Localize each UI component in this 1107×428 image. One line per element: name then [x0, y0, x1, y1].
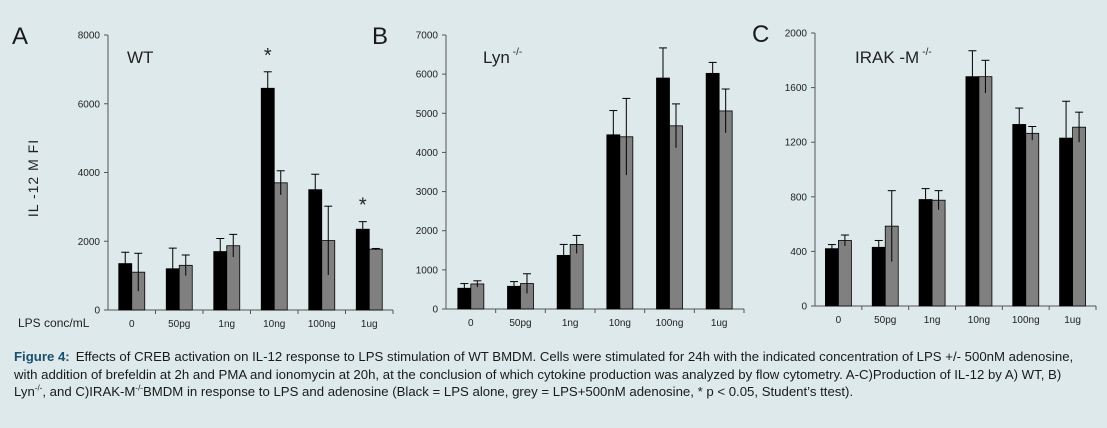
bar-lps-adenosine [470, 283, 485, 310]
caption-text-3: BMDM in response to LPS and adenosine (B… [142, 384, 854, 399]
condition-label: Lyn -/- [483, 47, 522, 67]
caption-label: Figure 4: [14, 349, 70, 364]
bar-lps-alone [308, 189, 323, 311]
x-tick-label: 10ng [968, 315, 990, 326]
panel-letter: A [12, 23, 28, 50]
bar-lps-adenosine [368, 248, 383, 311]
x-tick-label: 100ng [308, 319, 336, 330]
bar-lps-alone [1012, 124, 1027, 307]
y-tick-label: 5000 [416, 109, 439, 120]
bar-lps-alone [825, 248, 839, 307]
y-tick-label: 4000 [78, 168, 101, 179]
y-tick-label: 2000 [416, 226, 439, 237]
y-tick-label: 7000 [416, 31, 439, 42]
significance-marker: * [264, 45, 272, 67]
chart-panel-b: B Lyn -/- 0 1000 2000 3000 4000 5000 6000 7000 0 50p… [372, 23, 745, 329]
x-tick-label: 50pg [168, 319, 190, 330]
y-tick-label: 0 [432, 305, 438, 316]
chart-panel-a: A WT 0 2000 4000 6000 8000 0 50pg 1ng 10ng * 100ng 1u… [12, 23, 394, 330]
x-tick-label: 1ng [218, 319, 235, 330]
x-tick-label: 0 [129, 319, 135, 330]
y-tick-label: 0 [94, 306, 100, 317]
y-tick-label: 1000 [416, 265, 439, 276]
y-tick-label: 1200 [785, 138, 808, 149]
y-tick-label: 3000 [416, 187, 439, 198]
y-tick-label: 6000 [416, 70, 439, 81]
x-tick-label: 1ug [711, 318, 728, 329]
x-tick-label: 100ng [656, 318, 684, 329]
bar-lps-alone [355, 228, 370, 311]
x-tick-label: 1ng [562, 318, 579, 329]
y-tick-label: 1600 [785, 83, 808, 94]
chart-panel-c: C IRAK -M -/- 0 400 800 1200 1600 2000 0 50pg 1ng 10… [752, 21, 1097, 326]
caption-text-2: , and C)IRAK-M [42, 384, 136, 399]
figure-caption: Figure 4: Effects of CREB activation on I… [14, 348, 1096, 401]
x-tick-label: 1ug [361, 319, 378, 330]
panel-letter: C [752, 21, 769, 48]
significance-marker: * [359, 195, 367, 217]
bar-lps-alone [606, 134, 621, 310]
bar-lps-alone [705, 72, 720, 310]
y-tick-label: 2000 [78, 237, 101, 248]
bar-lps-alone [871, 246, 886, 307]
condition-label: IRAK -M -/- [855, 47, 932, 67]
x-tick-label: 10ng [263, 319, 285, 330]
x-tick-label: 1ug [1064, 315, 1081, 326]
caption-text-1: Effects of CREB activation on IL-12 resp… [14, 349, 1074, 399]
panel-letter: B [372, 23, 388, 50]
y-tick-label: 0 [801, 302, 807, 313]
bar-lps-alone [965, 76, 980, 307]
caption-sup-1: -/- [34, 383, 43, 393]
bar-lps-adenosine [1072, 126, 1086, 307]
y-tick-label: 8000 [78, 31, 101, 42]
y-tick-label: 400 [790, 247, 807, 258]
bar-lps-adenosine [931, 199, 946, 307]
y-tick-label: 4000 [416, 148, 439, 159]
bar-lps-alone [918, 199, 933, 307]
x-tick-label: 1ng [924, 315, 941, 326]
y-tick-label: 2000 [785, 29, 808, 40]
x-tick-label: 50pg [509, 318, 531, 329]
x-tick-label: 0 [836, 315, 842, 326]
y-tick-label: 6000 [78, 99, 101, 110]
bar-lps-adenosine [838, 240, 852, 307]
caption-sup-2: -/- [135, 383, 143, 393]
bar-lps-adenosine [978, 76, 993, 307]
bar-lps-adenosine [1025, 132, 1040, 307]
condition-label: WT [127, 48, 153, 67]
x-tick-label: 100ng [1012, 315, 1040, 326]
bar-lps-adenosine [273, 182, 288, 311]
x-tick-label: 50pg [874, 315, 896, 326]
bar-lps-adenosine [669, 125, 683, 310]
y-axis-label: IL -12 M FI [25, 139, 41, 217]
bar-lps-adenosine [569, 244, 584, 310]
bar-lps-alone [656, 77, 670, 310]
bar-lps-adenosine [718, 110, 733, 310]
y-tick-label: 800 [790, 192, 807, 203]
bar-lps-alone [260, 87, 275, 311]
x-tick-label: 0 [468, 318, 474, 329]
x-axis-label: LPS conc/mL [18, 316, 90, 330]
x-tick-label: 10ng [609, 318, 631, 329]
